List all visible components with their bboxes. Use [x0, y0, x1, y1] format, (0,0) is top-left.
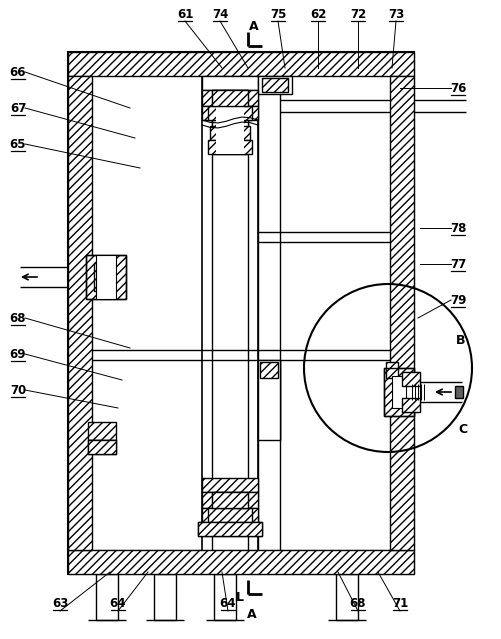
Text: 67: 67: [10, 102, 26, 114]
Bar: [383, 368, 413, 416]
Text: 79: 79: [449, 293, 465, 307]
Text: 75: 75: [269, 8, 286, 20]
Bar: [401, 398, 419, 412]
Text: 71: 71: [391, 597, 407, 610]
Text: C: C: [457, 424, 466, 436]
Bar: [86, 255, 126, 299]
Bar: [88, 440, 116, 454]
Bar: [68, 52, 413, 76]
Bar: [335, 574, 357, 620]
Bar: [197, 522, 262, 536]
Text: 65: 65: [10, 137, 26, 151]
Text: 61: 61: [176, 8, 193, 20]
Bar: [201, 508, 258, 522]
Text: 66: 66: [10, 66, 26, 79]
Text: A: A: [246, 608, 257, 622]
Text: 70: 70: [10, 383, 26, 397]
Text: 77: 77: [449, 258, 465, 270]
Bar: [209, 126, 249, 140]
Bar: [207, 106, 252, 120]
Bar: [68, 76, 92, 550]
Text: 74: 74: [211, 8, 228, 20]
Bar: [454, 386, 462, 398]
Bar: [383, 368, 413, 416]
Bar: [207, 508, 252, 522]
Bar: [207, 140, 252, 154]
Bar: [258, 360, 280, 440]
Bar: [201, 106, 258, 120]
Text: 64: 64: [110, 597, 126, 610]
Bar: [385, 362, 397, 378]
Bar: [201, 492, 258, 508]
Text: 63: 63: [52, 597, 68, 610]
Bar: [88, 422, 116, 440]
Bar: [262, 78, 288, 92]
Bar: [211, 90, 247, 106]
Text: 64: 64: [219, 597, 236, 610]
Text: 78: 78: [449, 222, 465, 235]
Bar: [389, 76, 413, 550]
Bar: [391, 376, 405, 408]
Text: 68: 68: [349, 597, 366, 610]
Bar: [201, 76, 258, 90]
Bar: [201, 90, 258, 106]
Text: 68: 68: [10, 311, 26, 325]
Text: 69: 69: [10, 348, 26, 360]
Bar: [211, 90, 247, 106]
Text: L: L: [235, 592, 243, 604]
Text: 72: 72: [349, 8, 365, 20]
Text: 73: 73: [387, 8, 403, 20]
Bar: [88, 440, 116, 454]
Bar: [401, 372, 419, 412]
Bar: [215, 90, 243, 154]
Text: 76: 76: [449, 82, 465, 95]
Bar: [68, 52, 413, 574]
Bar: [68, 550, 413, 574]
Bar: [211, 492, 247, 508]
Bar: [258, 76, 292, 94]
Bar: [201, 478, 258, 492]
Bar: [213, 574, 235, 620]
Text: B: B: [455, 334, 464, 346]
Bar: [96, 255, 116, 299]
Bar: [154, 574, 176, 620]
Text: A: A: [248, 20, 259, 33]
Bar: [197, 522, 262, 536]
Bar: [96, 574, 118, 620]
Bar: [211, 90, 247, 154]
Bar: [211, 492, 247, 508]
Text: 62: 62: [309, 8, 326, 20]
Bar: [401, 372, 419, 386]
Bar: [94, 263, 108, 291]
Bar: [260, 362, 278, 378]
Bar: [86, 255, 126, 299]
